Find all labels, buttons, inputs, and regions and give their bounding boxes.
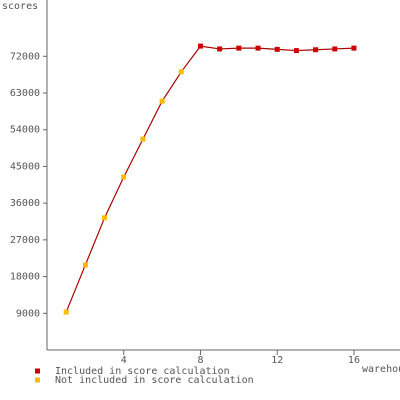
- point: [140, 136, 146, 142]
- y-tick-label: 27000: [10, 235, 40, 246]
- y-axis-label: scores: [2, 1, 38, 12]
- x-tick-label: 16: [348, 355, 360, 366]
- y-tick-label: 54000: [10, 125, 40, 136]
- connecting-line: [65, 45, 354, 313]
- point: [197, 43, 203, 49]
- x-axis-label: warehouses: [362, 364, 400, 375]
- legend-label: Not included in score calculation: [55, 375, 254, 386]
- point: [274, 46, 280, 52]
- y-tick-label: 72000: [10, 51, 40, 62]
- y-tick-label: 45000: [10, 161, 40, 172]
- x-tick-label: 4: [121, 355, 127, 366]
- point: [159, 98, 165, 104]
- y-tick-label: 36000: [10, 198, 40, 209]
- legend-label: Included in score calculation: [55, 366, 230, 377]
- legend-marker: [35, 368, 40, 374]
- point: [293, 48, 299, 54]
- y-tick-label: 63000: [10, 88, 40, 99]
- point: [102, 215, 108, 221]
- point: [332, 46, 338, 52]
- point: [255, 45, 261, 51]
- point: [178, 69, 184, 75]
- point: [217, 46, 223, 52]
- legend-marker: [35, 377, 40, 383]
- x-tick-label: 12: [271, 355, 283, 366]
- y-tick-label: 18000: [10, 272, 40, 283]
- y-tick-label: 9000: [16, 308, 40, 319]
- point: [351, 45, 357, 51]
- point: [82, 262, 88, 268]
- point: [236, 45, 242, 51]
- point: [121, 174, 127, 180]
- point: [63, 309, 69, 315]
- x-tick-label: 8: [197, 355, 203, 366]
- point: [313, 47, 319, 53]
